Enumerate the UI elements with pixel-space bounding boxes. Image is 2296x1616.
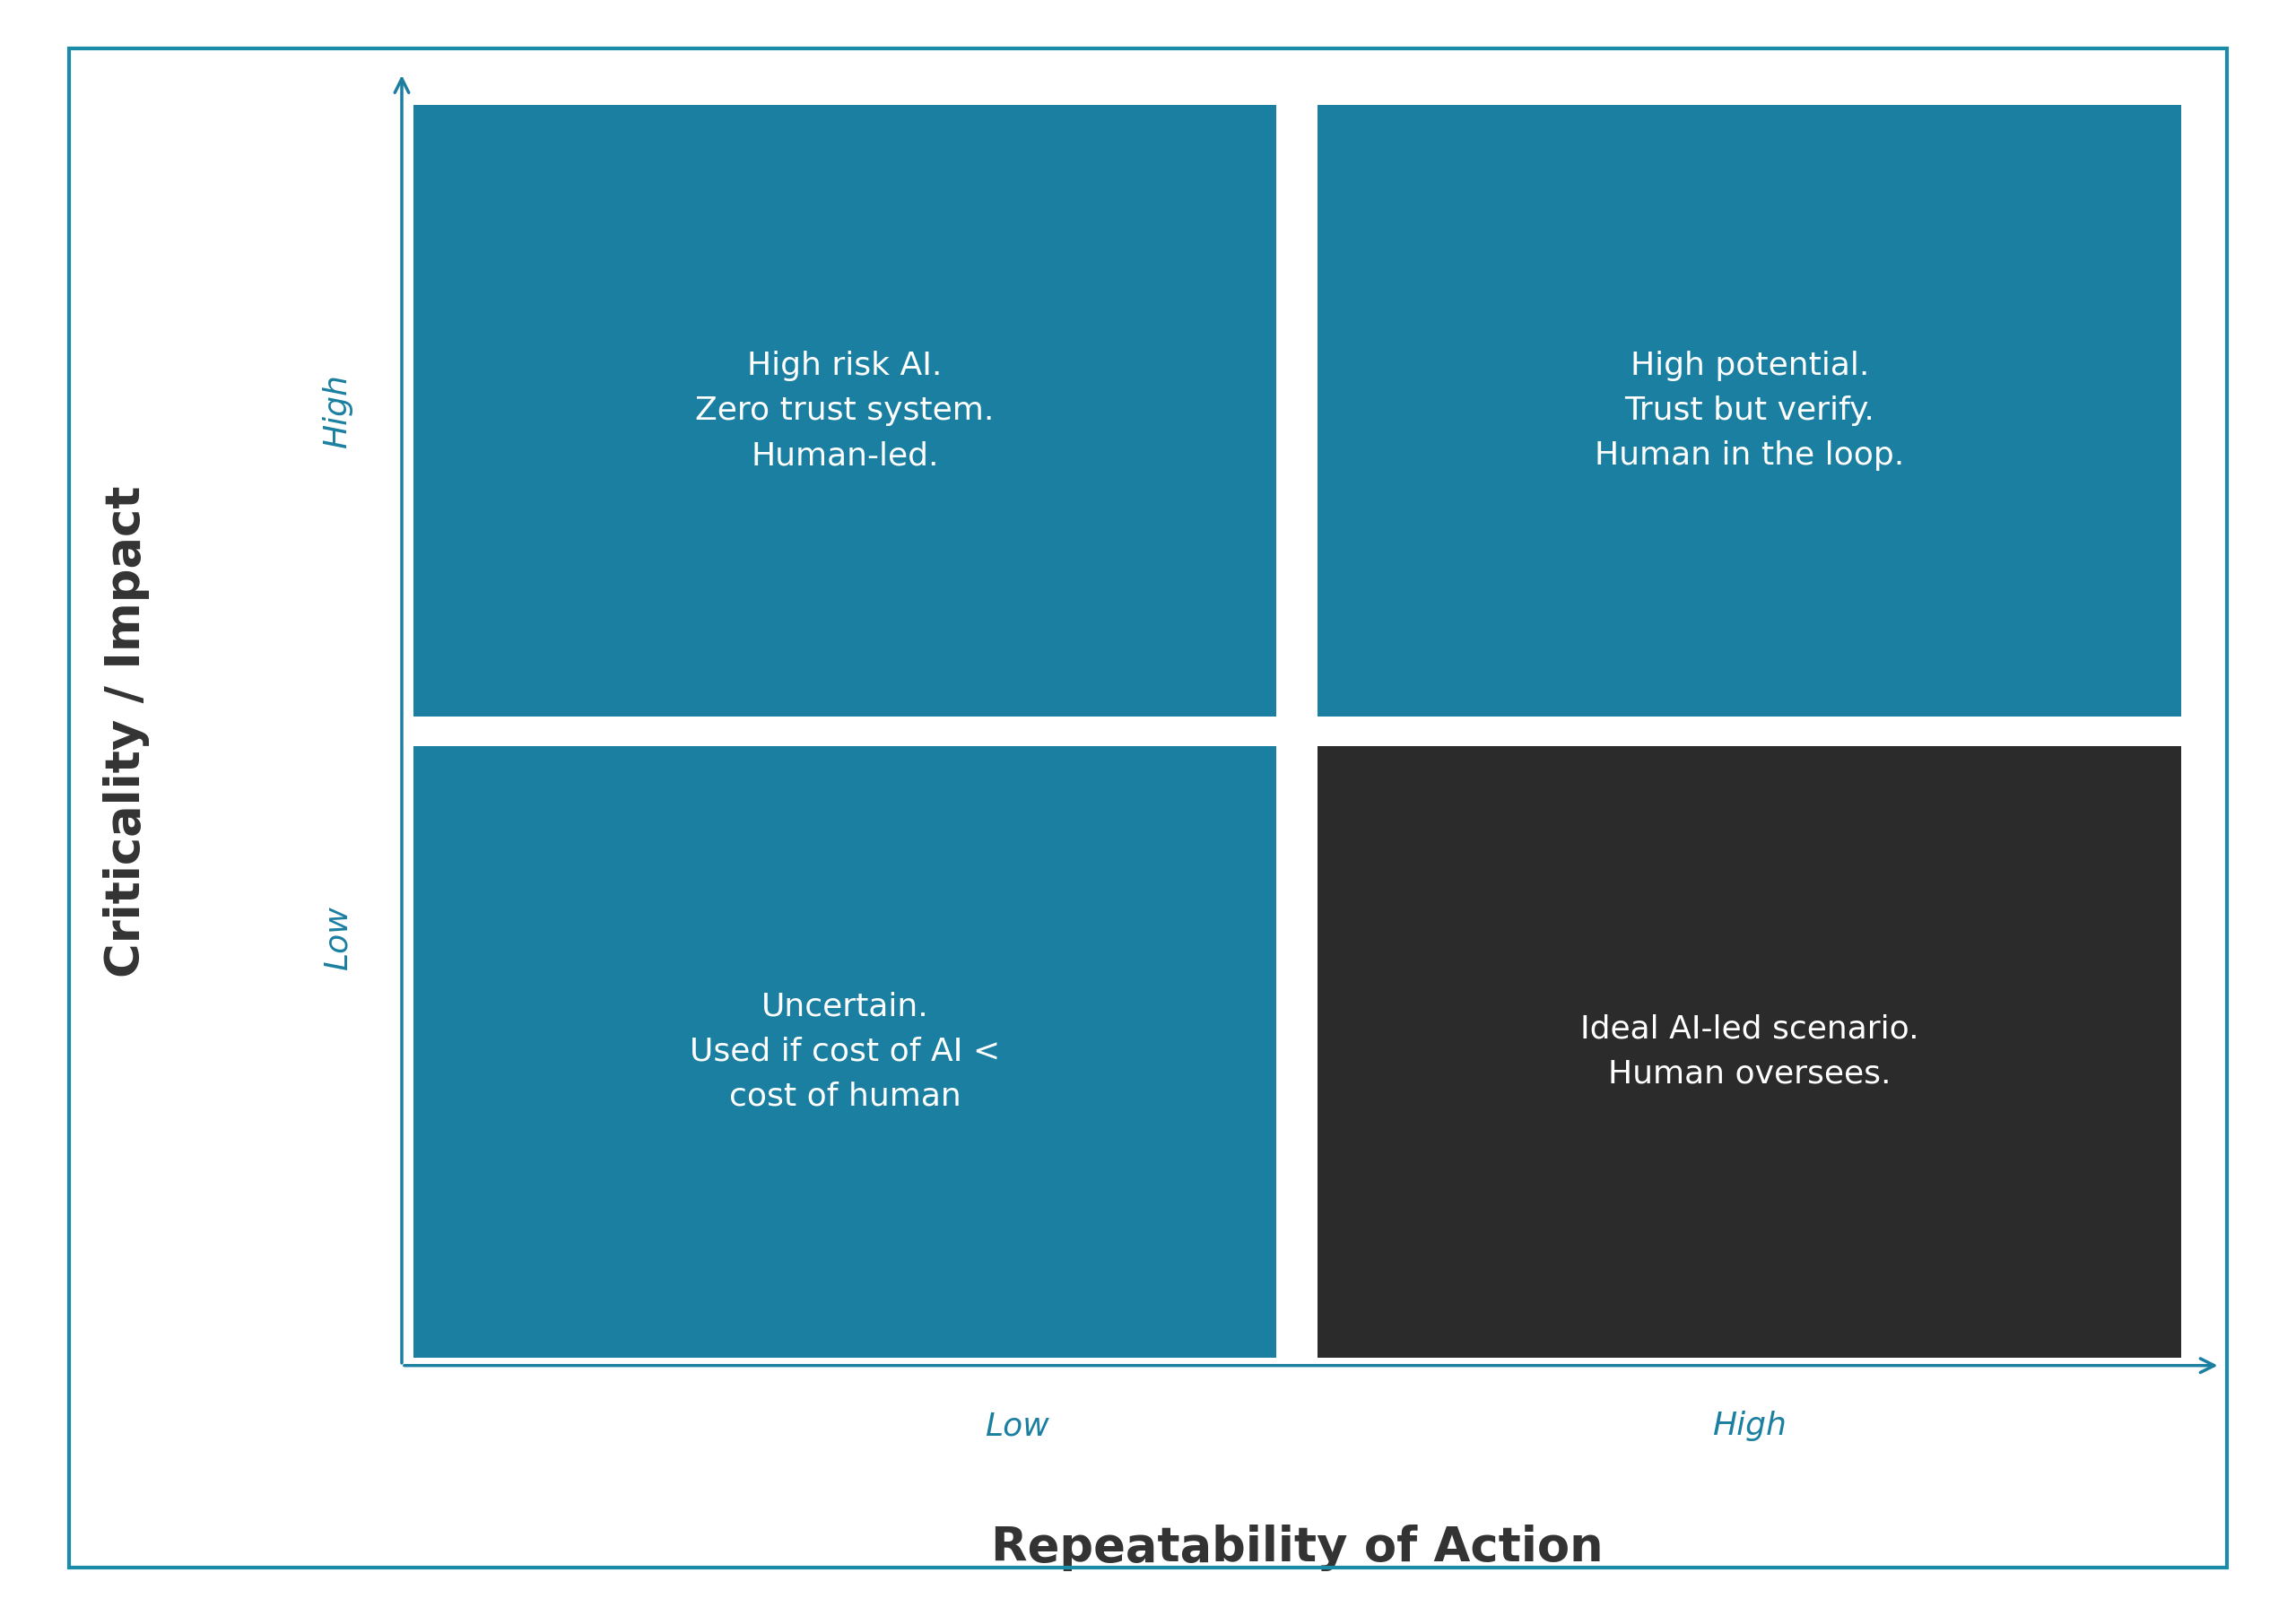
Text: High potential.
Trust but verify.
Human in the loop.: High potential. Trust but verify. Human … <box>1596 351 1903 472</box>
Text: Low: Low <box>985 1411 1049 1441</box>
Text: Uncertain.
Used if cost of AI <
cost of human: Uncertain. Used if cost of AI < cost of … <box>689 991 1001 1112</box>
Text: High risk AI.
Zero trust system.
Human-led.: High risk AI. Zero trust system. Human-l… <box>696 351 994 472</box>
Text: Repeatability of Action: Repeatability of Action <box>992 1526 1603 1571</box>
Bar <box>413 105 1277 718</box>
Text: Criticality / Impact: Criticality / Impact <box>103 485 149 978</box>
Bar <box>413 747 1277 1357</box>
Bar <box>1318 747 2181 1357</box>
Text: Low: Low <box>321 907 354 971</box>
Text: Ideal AI-led scenario.
Human oversees.: Ideal AI-led scenario. Human oversees. <box>1580 1013 1919 1089</box>
Text: High: High <box>1713 1411 1786 1441</box>
Bar <box>1318 105 2181 718</box>
Text: High: High <box>321 373 354 448</box>
